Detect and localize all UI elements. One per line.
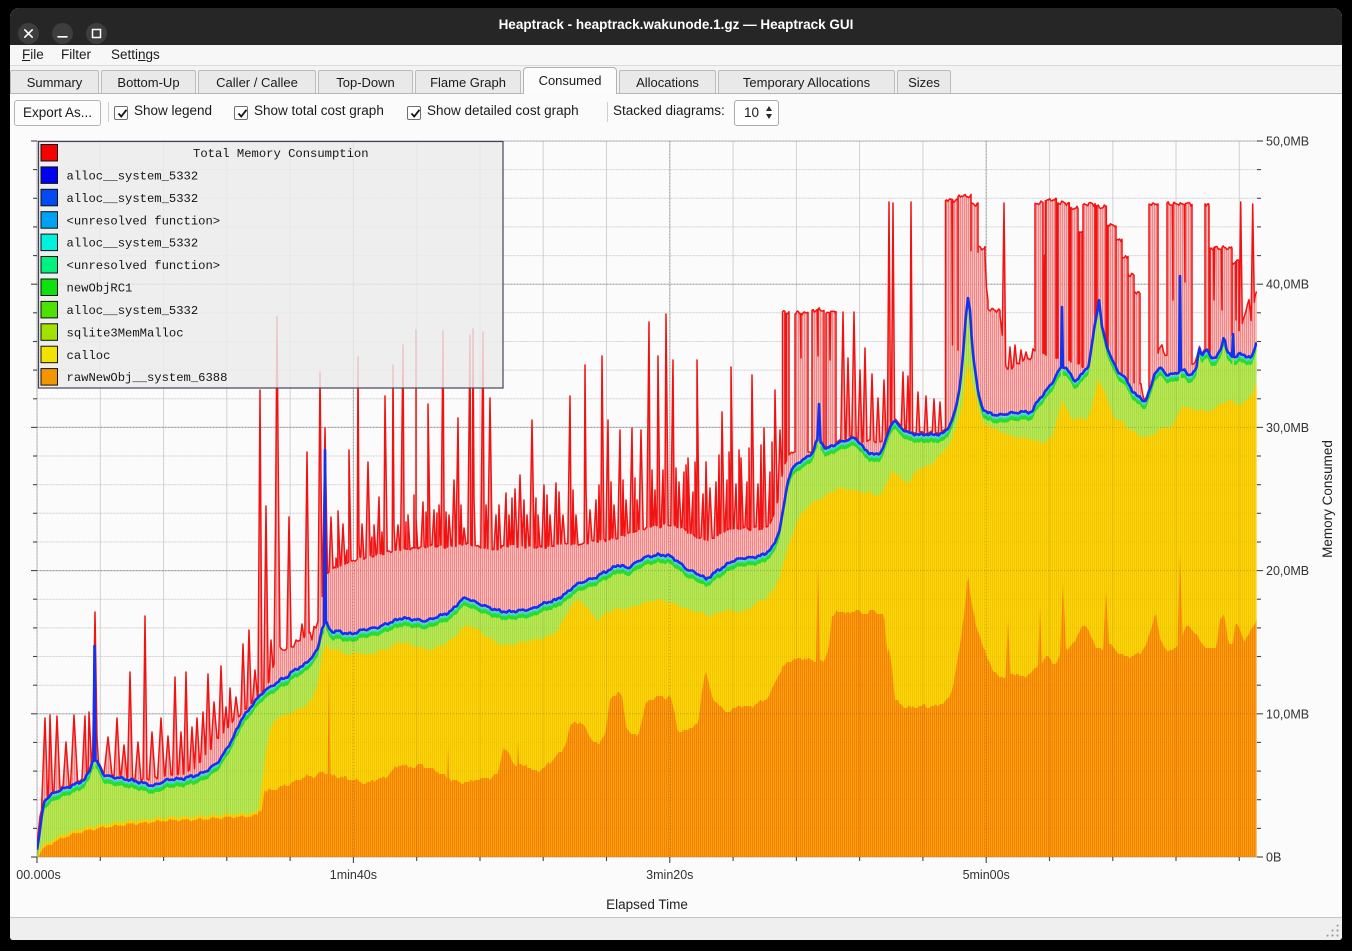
svg-text:1min40s: 1min40s [330,868,377,882]
svg-text:<unresolved function>: <unresolved function> [67,259,221,273]
svg-text:newObjRC1: newObjRC1 [67,282,133,296]
svg-text:alloc__system_5332: alloc__system_5332 [67,237,199,251]
svg-text:<unresolved function>: <unresolved function> [67,214,221,228]
svg-text:alloc__system_5332: alloc__system_5332 [67,170,199,184]
svg-text:Memory Consumed: Memory Consumed [1320,440,1335,558]
svg-text:calloc: calloc [67,349,111,363]
svg-text:20,0MB: 20,0MB [1266,564,1309,578]
svg-text:40,0MB: 40,0MB [1266,278,1309,292]
svg-text:Total Memory Consumption: Total Memory Consumption [193,147,369,161]
svg-text:sqlite3MemMalloc: sqlite3MemMalloc [67,326,184,340]
svg-text:Elapsed Time: Elapsed Time [606,897,688,912]
svg-text:5min00s: 5min00s [963,868,1010,882]
svg-text:rawNewObj__system_6388: rawNewObj__system_6388 [67,371,228,385]
svg-text:alloc__system_5332: alloc__system_5332 [67,192,199,206]
svg-text:3min20s: 3min20s [646,868,693,882]
svg-text:00.000s: 00.000s [16,868,60,882]
svg-text:alloc__system_5332: alloc__system_5332 [67,304,199,318]
svg-text:30,0MB: 30,0MB [1266,421,1309,435]
svg-text:50,0MB: 50,0MB [1266,135,1309,149]
svg-text:10,0MB: 10,0MB [1266,707,1309,721]
svg-text:0B: 0B [1266,851,1281,865]
